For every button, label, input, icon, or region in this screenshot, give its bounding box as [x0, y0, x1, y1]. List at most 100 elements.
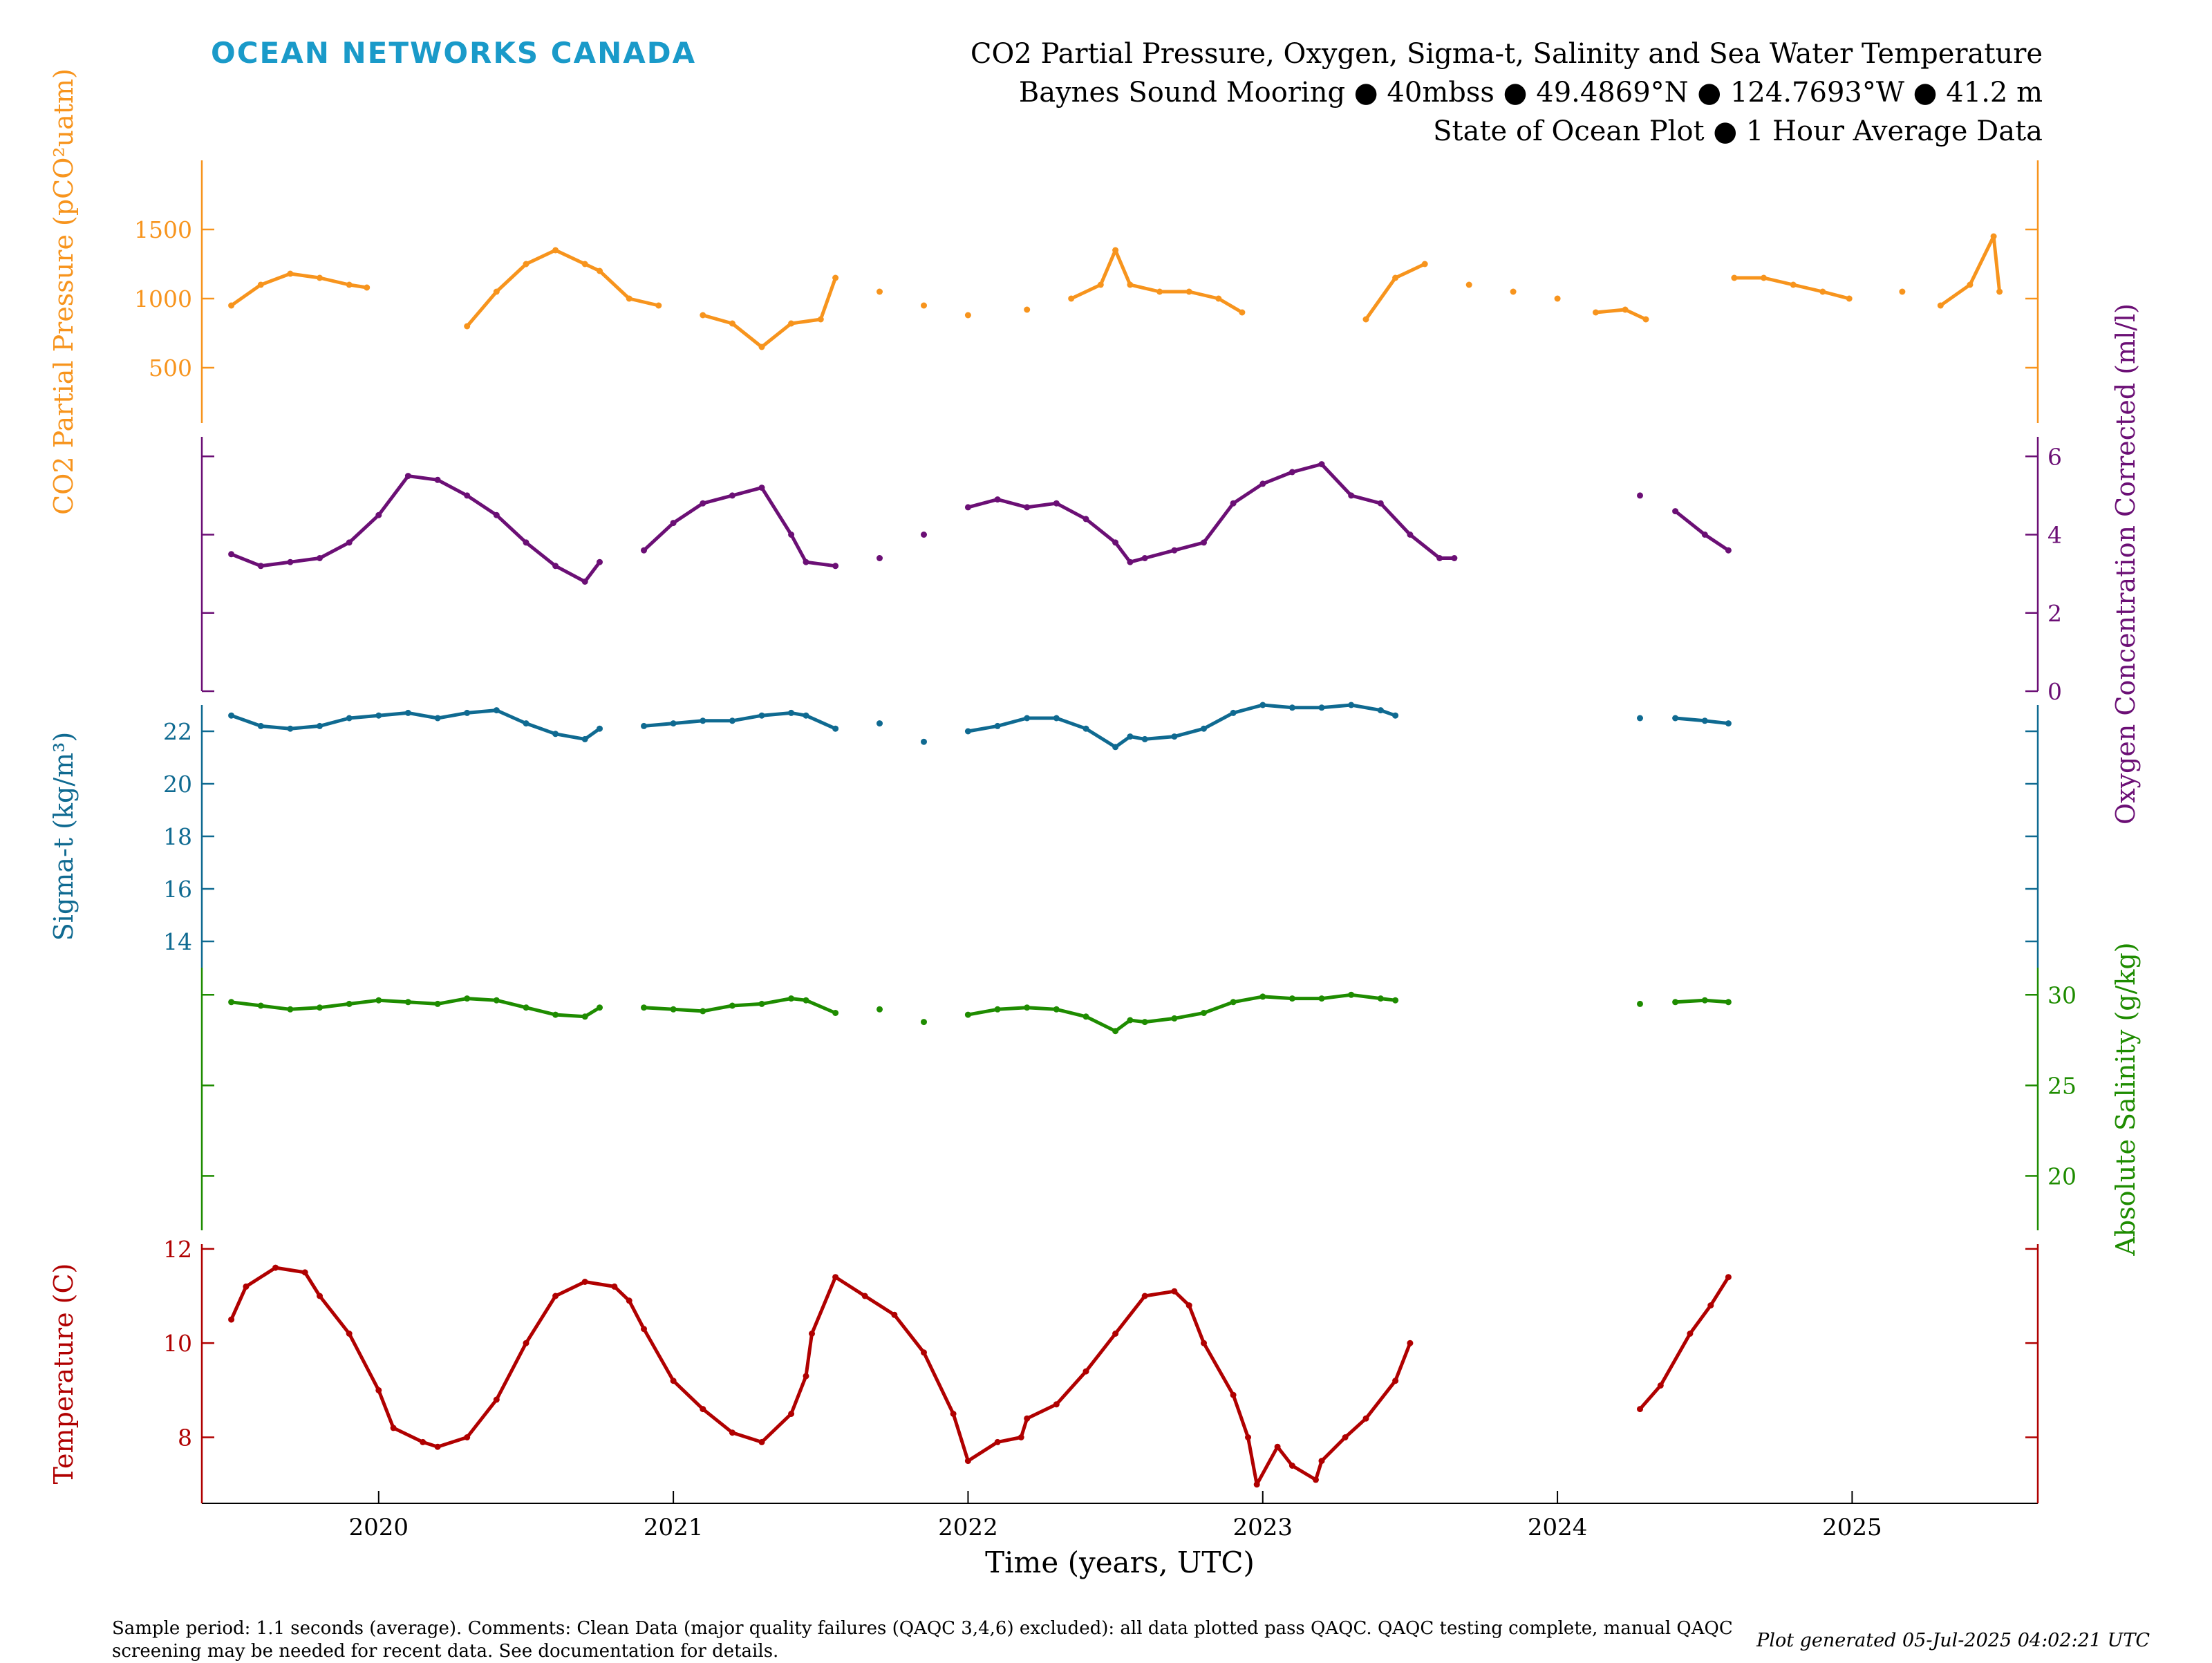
- salinity-data-point: [670, 1006, 677, 1013]
- co2-tick-label: 500: [149, 355, 192, 382]
- title-block: CO2 Partial Pressure, Oxygen, Sigma-t, S…: [971, 35, 2043, 151]
- temperature-data-point: [434, 1443, 441, 1450]
- salinity-data-point: [346, 1000, 353, 1007]
- sigma-data-point: [404, 709, 411, 716]
- sigma-tick-label: 22: [163, 718, 192, 745]
- salinity-tick-label: 30: [2047, 981, 2077, 1008]
- co2-data-point: [1899, 288, 1906, 295]
- temperature-data-point: [228, 1316, 235, 1323]
- temperature-data-point: [1112, 1331, 1119, 1337]
- co2-data-point: [1185, 288, 1192, 295]
- oxygen-data-point: [964, 504, 971, 511]
- temperature-series-line: [229, 1266, 1412, 1487]
- oxygen-data-point: [1127, 558, 1134, 565]
- salinity-data-point: [581, 1013, 588, 1020]
- salinity-data-point: [641, 1004, 647, 1011]
- salinity-data-point: [552, 1011, 559, 1018]
- temperature-data-point: [301, 1269, 308, 1276]
- sigma-data-point: [921, 738, 927, 745]
- co2-tick-label: 1500: [134, 216, 192, 243]
- oxygen-axis-label: Oxygen Concentration Corrected (ml/l): [2110, 303, 2141, 825]
- temperature-data-point: [1171, 1288, 1178, 1295]
- salinity-tick-label: 25: [2047, 1072, 2077, 1099]
- chart-subtitle-plot-type: State of Ocean Plot ● 1 Hour Average Dat…: [1433, 115, 2043, 147]
- oxygen-data-point: [1672, 508, 1679, 515]
- temperature-data-point: [1141, 1293, 1148, 1299]
- temperature-data-point: [626, 1297, 632, 1304]
- chart-title: CO2 Partial Pressure, Oxygen, Sigma-t, S…: [970, 38, 2043, 70]
- co2-data-point: [1362, 316, 1369, 323]
- co2-data-point: [1068, 295, 1075, 302]
- temperature-data-point: [552, 1293, 559, 1299]
- co2-data-point: [1642, 316, 1649, 323]
- salinity-data-point: [493, 997, 500, 1004]
- salinity-data-point: [375, 997, 382, 1004]
- salinity-data-point: [1701, 997, 1708, 1004]
- co2-data-point: [1790, 281, 1797, 288]
- temperature-tick-label: 12: [163, 1236, 192, 1263]
- temperature-data-point: [921, 1349, 927, 1356]
- oxygen-data-point: [1436, 555, 1443, 561]
- salinity-data-point: [597, 1004, 603, 1011]
- salinity-data-point: [1288, 995, 1295, 1002]
- sigma-data-point: [1112, 744, 1119, 751]
- oxygen-data-point: [404, 473, 411, 480]
- temperature-data-point: [1362, 1415, 1369, 1422]
- sigma-data-point: [1259, 702, 1266, 708]
- footer-note: Sample period: 1.1 seconds (average). Co…: [112, 1618, 1733, 1662]
- x-tick-label: 2021: [644, 1514, 704, 1541]
- temperature-data-point: [1707, 1302, 1714, 1309]
- temperature-data-point: [803, 1373, 809, 1380]
- sigma-data-point: [552, 731, 559, 737]
- oxygen-data-point: [552, 563, 559, 570]
- sigma-data-point: [877, 720, 883, 727]
- oxygen-series-line: [642, 486, 838, 568]
- oxygen-data-point: [257, 563, 264, 570]
- oxygen-data-point: [803, 558, 809, 565]
- co2-data-point: [287, 270, 294, 277]
- co2-data-point: [228, 302, 235, 309]
- sigma-data-point: [1127, 733, 1134, 740]
- temperature-data-point: [1657, 1382, 1664, 1389]
- salinity-data-point: [1112, 1028, 1119, 1035]
- co2-axis-label: CO2 Partial Pressure (pCO²uatm): [48, 68, 79, 515]
- sigma-data-point: [803, 712, 809, 719]
- co2-data-point: [464, 323, 471, 330]
- sigma-data-point: [1201, 725, 1207, 732]
- sigma-data-point: [464, 709, 471, 716]
- co2-data-point: [364, 284, 371, 291]
- oxygen-data-point: [670, 520, 677, 527]
- co2-data-point: [552, 247, 559, 254]
- oxygen-tick-label: 2: [2047, 600, 2062, 627]
- oxygen-data-point: [1201, 539, 1207, 546]
- sigma-data-point: [228, 712, 235, 719]
- sigma-data-point: [1318, 704, 1325, 711]
- salinity-data-point: [1024, 1004, 1031, 1011]
- salinity-data-point: [803, 997, 809, 1004]
- oxygen-data-point: [788, 532, 795, 538]
- sigma-data-point: [375, 712, 382, 719]
- co2-series-line: [1069, 248, 1244, 314]
- co2-data-point: [1465, 281, 1472, 288]
- sigma-series-line: [966, 703, 1398, 749]
- co2-data-point: [921, 302, 927, 309]
- temperature-data-point: [1725, 1274, 1732, 1281]
- sigma-data-point: [1230, 709, 1237, 716]
- sigma-data-point: [729, 717, 735, 724]
- sigma-data-point: [287, 725, 294, 732]
- oxygen-data-point: [597, 558, 603, 565]
- sigma-axis-label: Sigma-t (kg/m³): [48, 732, 79, 941]
- co2-series-line: [1594, 308, 1648, 321]
- salinity-data-point: [1053, 1006, 1060, 1013]
- co2-series-line: [1364, 262, 1427, 321]
- temperature-data-point: [1392, 1378, 1399, 1384]
- temperature-data-point: [390, 1425, 397, 1431]
- salinity-data-point: [228, 999, 235, 1006]
- salinity-data-point: [1127, 1017, 1134, 1024]
- sigma-data-point: [788, 709, 795, 716]
- temperature-data-point: [272, 1264, 279, 1271]
- salinity-data-point: [921, 1019, 927, 1026]
- co2-data-point: [493, 288, 500, 295]
- co2-data-point: [346, 281, 353, 288]
